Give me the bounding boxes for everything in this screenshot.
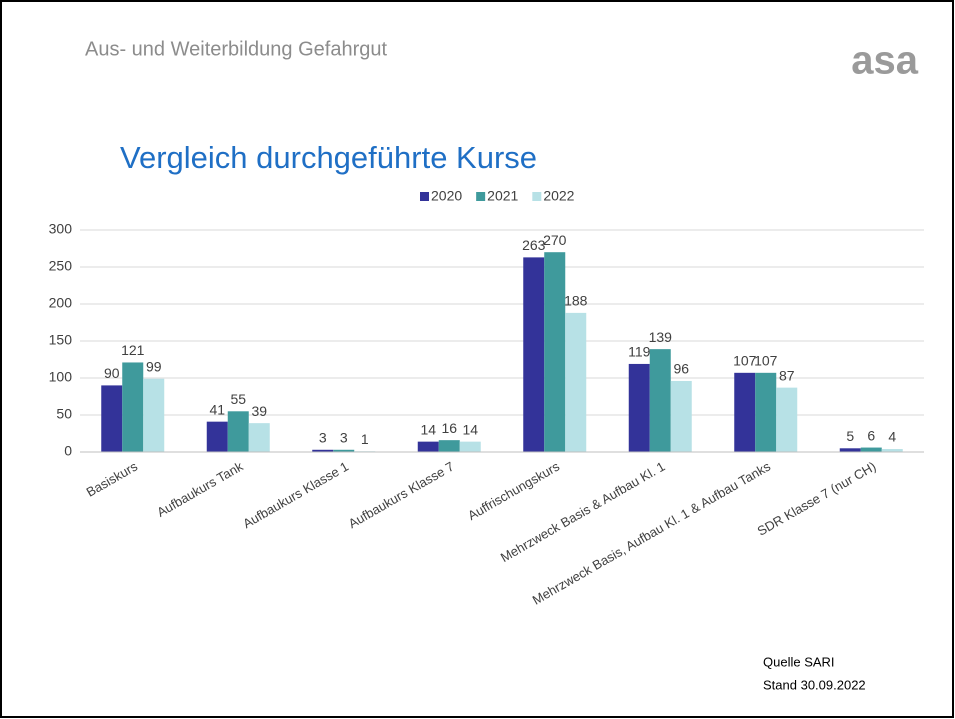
bar: [628, 363, 650, 452]
legend-swatch: [532, 192, 542, 201]
bar: [523, 257, 545, 452]
logo: asa: [851, 39, 918, 83]
data-label: 55: [230, 391, 246, 407]
bar: [248, 423, 270, 452]
data-label: 87: [779, 367, 795, 383]
data-label: 6: [867, 427, 875, 443]
y-tick-label: 150: [49, 332, 73, 348]
bar: [438, 440, 460, 452]
bar: [565, 312, 587, 452]
bar: [839, 448, 861, 452]
data-label: 119: [628, 344, 651, 360]
legend-label: 2022: [543, 188, 574, 204]
chart-title: Vergleich durchgeführte Kurse: [120, 140, 537, 175]
data-label: 121: [121, 342, 145, 358]
bar: [649, 349, 671, 452]
bar: [417, 441, 439, 452]
data-label: 5: [846, 428, 854, 444]
bar: [544, 252, 566, 452]
legend-swatch: [420, 192, 429, 201]
legend-swatch: [476, 192, 486, 201]
y-tick-label: 50: [56, 406, 72, 422]
data-label: 39: [251, 403, 267, 419]
data-label: 270: [543, 232, 567, 248]
date-note: Stand 30.09.2022: [763, 677, 866, 692]
bar: [206, 421, 228, 452]
bar: [734, 372, 756, 452]
bar: [459, 441, 481, 452]
data-label: 99: [146, 358, 162, 374]
y-tick-label: 250: [49, 258, 73, 274]
legend-label: 2021: [487, 188, 518, 204]
y-tick-label: 300: [49, 221, 73, 237]
data-label: 3: [340, 429, 348, 445]
bar: [670, 380, 692, 452]
data-label: 16: [441, 420, 457, 436]
y-tick-label: 200: [49, 295, 73, 311]
bar: [776, 387, 798, 452]
legend-label: 2020: [431, 188, 462, 204]
data-label: 41: [209, 401, 225, 417]
data-label: 139: [649, 329, 673, 345]
data-label: 107: [754, 353, 778, 369]
bar: [122, 362, 144, 452]
bar: [333, 449, 355, 452]
y-tick-label: 100: [49, 369, 73, 385]
header-title: Aus- und Weiterbildung Gefahrgut: [85, 38, 387, 60]
bar: [227, 411, 249, 452]
data-label: 96: [673, 361, 689, 377]
bar: [755, 372, 777, 452]
data-label: 1: [361, 431, 369, 447]
data-label: 14: [420, 421, 436, 437]
data-label: 263: [522, 237, 546, 253]
bar: [143, 378, 165, 452]
bar: [312, 449, 334, 452]
source-note: Quelle SARI: [763, 654, 835, 669]
bar: [101, 385, 123, 452]
data-label: 90: [104, 365, 120, 381]
data-label: 188: [564, 293, 588, 309]
bar: [881, 449, 903, 452]
data-label: 4: [888, 429, 896, 445]
bar: [860, 447, 882, 452]
data-label: 3: [319, 429, 327, 445]
y-tick-label: 0: [64, 443, 72, 459]
data-label: 107: [733, 353, 757, 369]
data-label: 14: [462, 421, 478, 437]
